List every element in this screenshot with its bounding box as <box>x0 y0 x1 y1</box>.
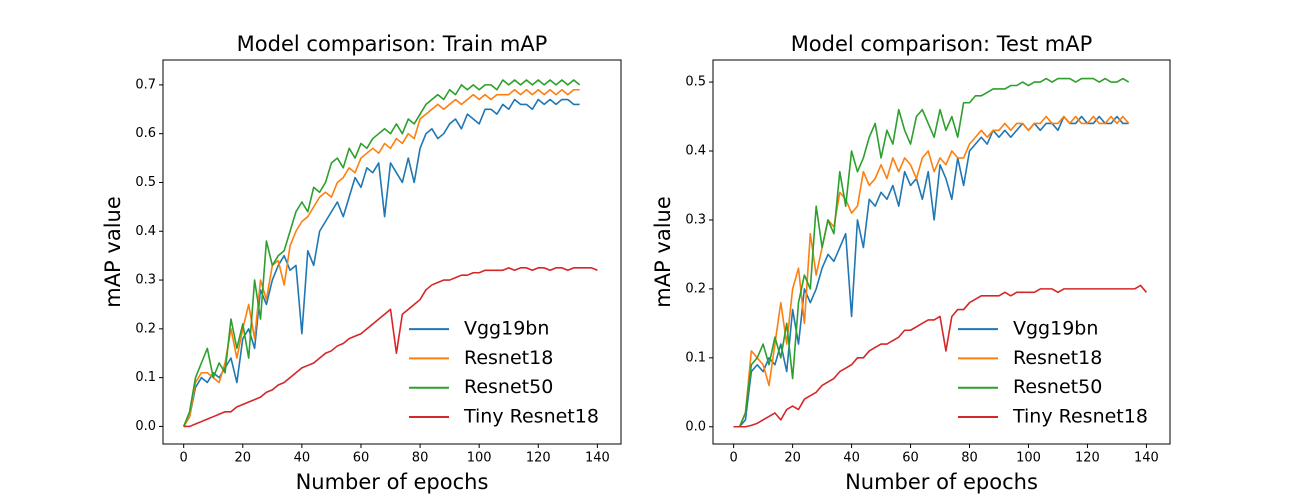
series-line <box>182 79 581 427</box>
y-tick-label: 0.4 <box>685 144 706 159</box>
x-tick-label: 60 <box>902 451 919 466</box>
plot-frame <box>712 59 1171 445</box>
series-line <box>182 98 580 427</box>
y-tick-label: 0.1 <box>685 350 706 365</box>
x-tick-label: 60 <box>353 451 370 466</box>
x-tick-label: 140 <box>1134 451 1159 466</box>
y-tick-label: 0.5 <box>135 175 156 190</box>
x-tick-label: 20 <box>784 451 801 466</box>
x-tick-label: 80 <box>412 451 429 466</box>
chart-title: Model comparison: Train mAP <box>237 32 548 56</box>
plot-frame <box>162 59 622 445</box>
series-line <box>183 267 598 428</box>
x-tick-label: 140 <box>585 451 610 466</box>
series-line <box>733 284 1148 428</box>
legend-label: Resnet50 <box>464 376 553 398</box>
x-tick-label: 100 <box>467 451 492 466</box>
x-tick-label: 120 <box>526 451 551 466</box>
series-line <box>733 77 1130 428</box>
y-tick-label: 0.3 <box>135 273 156 288</box>
legend-label: Resnet18 <box>464 347 553 369</box>
y-tick-label: 0.3 <box>685 212 706 227</box>
x-tick-label: 100 <box>1016 451 1041 466</box>
y-tick-label: 0.2 <box>685 281 706 296</box>
chart-title: Model comparison: Test mAP <box>791 32 1093 56</box>
series-line <box>733 115 1130 428</box>
y-axis-label: mAP value <box>101 196 125 308</box>
legend-label: Resnet18 <box>1013 347 1102 369</box>
y-axis-label: mAP value <box>651 196 675 308</box>
x-axis-label: Number of epochs <box>845 470 1038 494</box>
x-tick-label: 20 <box>235 451 252 466</box>
legend-label: Vgg19bn <box>464 318 549 340</box>
y-tick-label: 0.7 <box>135 77 156 92</box>
x-tick-label: 80 <box>961 451 978 466</box>
y-tick-label: 0.5 <box>685 75 706 90</box>
y-tick-label: 0.6 <box>135 126 156 141</box>
y-tick-label: 0.0 <box>685 419 706 434</box>
legend-label: Resnet50 <box>1013 376 1102 398</box>
y-tick-label: 0.1 <box>135 370 156 385</box>
y-tick-label: 0.2 <box>135 321 156 336</box>
y-tick-label: 0.0 <box>135 419 156 434</box>
x-axis-label: Number of epochs <box>296 470 489 494</box>
series-line <box>182 88 580 427</box>
x-tick-label: 0 <box>180 451 188 466</box>
legend-label: Vgg19bn <box>1013 318 1098 340</box>
x-tick-label: 40 <box>294 451 311 466</box>
x-tick-label: 40 <box>843 451 860 466</box>
x-tick-label: 120 <box>1075 451 1100 466</box>
x-tick-label: 0 <box>729 451 737 466</box>
legend-label: Tiny Resnet18 <box>1012 406 1148 428</box>
legend-label: Tiny Resnet18 <box>463 406 599 428</box>
y-tick-label: 0.4 <box>135 224 156 239</box>
